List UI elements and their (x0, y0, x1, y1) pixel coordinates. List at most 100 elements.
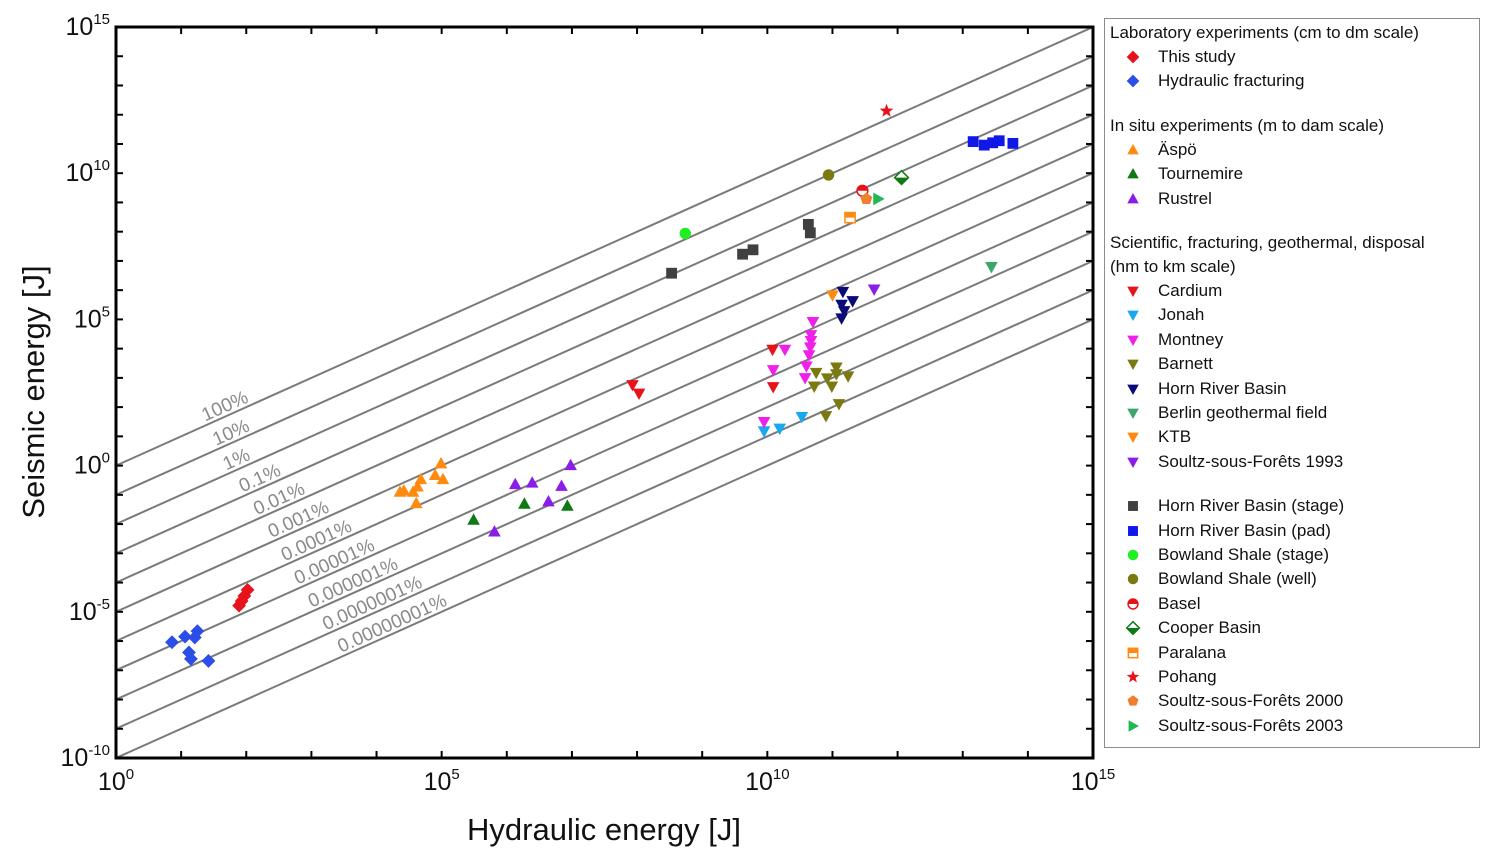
legend-item: Paralana (1105, 642, 1226, 664)
x-axis-ticks (115, 27, 1094, 758)
legend-label: Hydraulic fracturing (1158, 71, 1305, 91)
legend-marker-icon (1126, 50, 1140, 64)
data-point (773, 423, 787, 436)
data-point (837, 306, 851, 318)
data-point (798, 373, 812, 385)
legend-marker-icon (1127, 695, 1139, 707)
legend-marker-icon (1127, 598, 1139, 610)
efficiency-lines (116, 27, 1093, 758)
data-point (564, 458, 577, 471)
efficiency-label: 1% (220, 445, 254, 475)
data-point (830, 369, 843, 381)
legend-item: Soultz-sous-Forêts 1993 (1105, 451, 1343, 473)
data-point (809, 367, 823, 380)
legend-item: Soultz-sous-Forêts 2000 (1105, 690, 1343, 712)
data-point (766, 344, 779, 357)
data-point (985, 261, 998, 274)
data-point (978, 139, 990, 151)
data-point (1007, 137, 1019, 149)
data-point (467, 513, 480, 525)
legend-group-title: Laboratory experiments (cm to dm scale) (1110, 23, 1419, 42)
legend-label: Soultz-sous-Forêts 2000 (1158, 691, 1344, 711)
data-point (846, 296, 859, 308)
legend-label: Soultz-sous-Forêts 1993 (1158, 451, 1344, 471)
y-tick-label: 1015 (66, 11, 111, 41)
efficiency-line (116, 260, 1093, 701)
legend-label: Tournemire (1158, 164, 1244, 184)
x-tick-label: 100 (98, 766, 134, 796)
data-point (830, 362, 843, 374)
y-tick-label: 10-10 (61, 742, 111, 772)
legend-marker-icon (1125, 620, 1141, 636)
legend-item: Hydraulic fracturing (1105, 70, 1304, 92)
efficiency-line (116, 289, 1093, 730)
data-point (873, 192, 885, 206)
legend-label: Pohang (1158, 667, 1217, 686)
legend-item: Rustrel (1105, 188, 1212, 210)
legend-item: This study (1105, 46, 1235, 68)
data-point (893, 169, 910, 186)
legend-item: Horn River Basin (1105, 378, 1287, 400)
data-point (826, 290, 839, 302)
x-tick-label: 1010 (745, 766, 790, 796)
efficiency-line (116, 55, 1093, 496)
data-point (860, 192, 873, 205)
legend-label: Montney (1158, 329, 1224, 349)
y-axis-ticks (116, 26, 1093, 759)
data-point (488, 525, 501, 537)
data-point (835, 313, 848, 325)
data-point (802, 350, 816, 362)
data-point (542, 494, 555, 507)
legend-marker-icon (1127, 647, 1139, 659)
data-point (804, 342, 817, 354)
data-point (766, 365, 780, 377)
data-point (822, 169, 835, 181)
legend-marker-icon (1127, 335, 1139, 346)
data-point (165, 635, 179, 650)
legend-item: Berlin geothermal field (1105, 402, 1327, 424)
legend-label: Rustrel (1158, 188, 1212, 208)
data-point (825, 381, 839, 393)
legend-marker-icon (1127, 143, 1139, 155)
y-tick-label: 105 (74, 303, 110, 333)
legend-marker-icon (1127, 549, 1139, 561)
legend-label: Basel (1158, 593, 1201, 613)
data-point (184, 651, 198, 666)
legend-label: Äspö (1158, 139, 1197, 159)
legend-marker-icon (1128, 501, 1138, 512)
legend-item: Tournemire (1105, 163, 1243, 185)
data-point (757, 416, 771, 429)
legend-label: Bowland Shale (stage) (1158, 545, 1330, 564)
legend-label: Paralana (1158, 642, 1227, 662)
legend-label: Soultz-sous-Forêts 2003 (1158, 715, 1344, 735)
efficiency-line (116, 318, 1093, 758)
legend-item: Bowland Shale (well) (1105, 568, 1317, 590)
data-point (804, 335, 818, 348)
legend-item: Barnett (1105, 353, 1213, 375)
legend-group-title: (hm to km scale) (1110, 257, 1236, 276)
legend-marker-icon (1127, 408, 1139, 420)
y-tick-label: 1010 (66, 157, 111, 187)
data-point (561, 499, 574, 511)
x-tick-label: 105 (424, 766, 460, 796)
legend-marker-icon (1127, 359, 1139, 371)
legend-marker-icon (1127, 574, 1139, 585)
legend: Laboratory experiments (cm to dm scale) T… (1104, 18, 1480, 748)
data-point (232, 598, 247, 613)
legend-item: Bowland Shale (stage) (1105, 544, 1329, 566)
data-point (819, 411, 833, 423)
data-point (508, 477, 522, 490)
legend-item: Pohang (1105, 666, 1217, 688)
legend-item: Cardium (1105, 280, 1222, 302)
data-point (234, 594, 249, 608)
data-point (967, 136, 979, 148)
x-axis-tick-labels: 100 105 1010 1015 (98, 766, 1115, 796)
data-point (434, 456, 448, 469)
data-point (835, 299, 848, 312)
legend-label: Horn River Basin (pad) (1158, 520, 1331, 540)
data-point (795, 411, 809, 424)
data-point (820, 373, 834, 385)
y-axis-tick-labels: 10-10 10-5 100 105 1010 1015 (61, 11, 111, 772)
legend-marker-icon (1127, 310, 1139, 322)
